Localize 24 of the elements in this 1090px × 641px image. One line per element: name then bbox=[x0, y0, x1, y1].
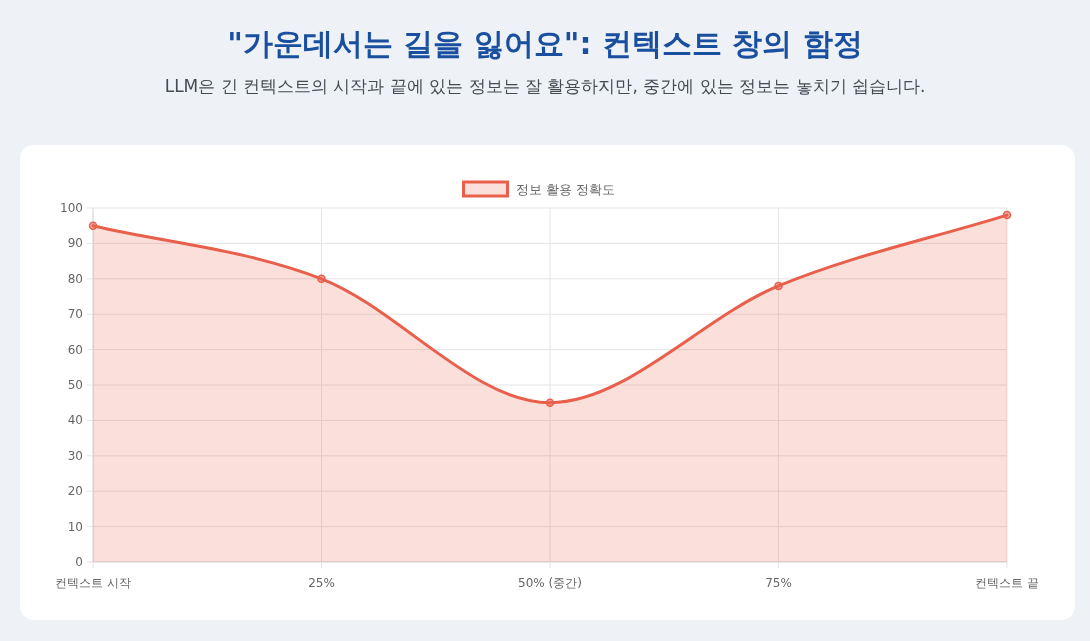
x-tick-label: 50% (중간) bbox=[518, 576, 582, 590]
y-tick-label: 60 bbox=[67, 342, 83, 357]
y-tick-label: 80 bbox=[67, 271, 83, 286]
point bbox=[545, 398, 555, 407]
chart-title: "가운데서는 길을 잃어요": 컨텍스트 창의 함정 bbox=[227, 26, 863, 61]
y-tick-label: 90 bbox=[67, 236, 83, 251]
point bbox=[88, 221, 98, 230]
y-tick-label: 40 bbox=[67, 413, 83, 428]
x-tick-label: 25% bbox=[308, 576, 335, 590]
y-tick-label: 100 bbox=[60, 201, 83, 215]
y-tick-label: 30 bbox=[67, 448, 83, 463]
point bbox=[1002, 210, 1012, 220]
x-tick-label: 컨텍스트 시작 bbox=[55, 576, 131, 590]
y-tick-label: 20 bbox=[67, 484, 83, 499]
legend-label: 정보 활용 정확도 bbox=[515, 182, 615, 197]
y-tick-label: 50 bbox=[67, 378, 83, 392]
x-tick-label: 75% bbox=[765, 576, 792, 590]
y-tick-label: 0 bbox=[75, 555, 83, 569]
point bbox=[317, 274, 326, 284]
chart-subtitle: LLM은 긴 컨텍스트의 시작과 끝에 있는 정보는 잘 활용하지만, 중간에 있는 정보는 놓치기 쉽습니다. bbox=[164, 76, 926, 96]
y-tick-label: 10 bbox=[67, 519, 83, 534]
y-tick-label: 70 bbox=[67, 307, 83, 322]
x-tick-label: 컨텍스트 끝 bbox=[975, 576, 1039, 590]
point bbox=[774, 281, 783, 291]
